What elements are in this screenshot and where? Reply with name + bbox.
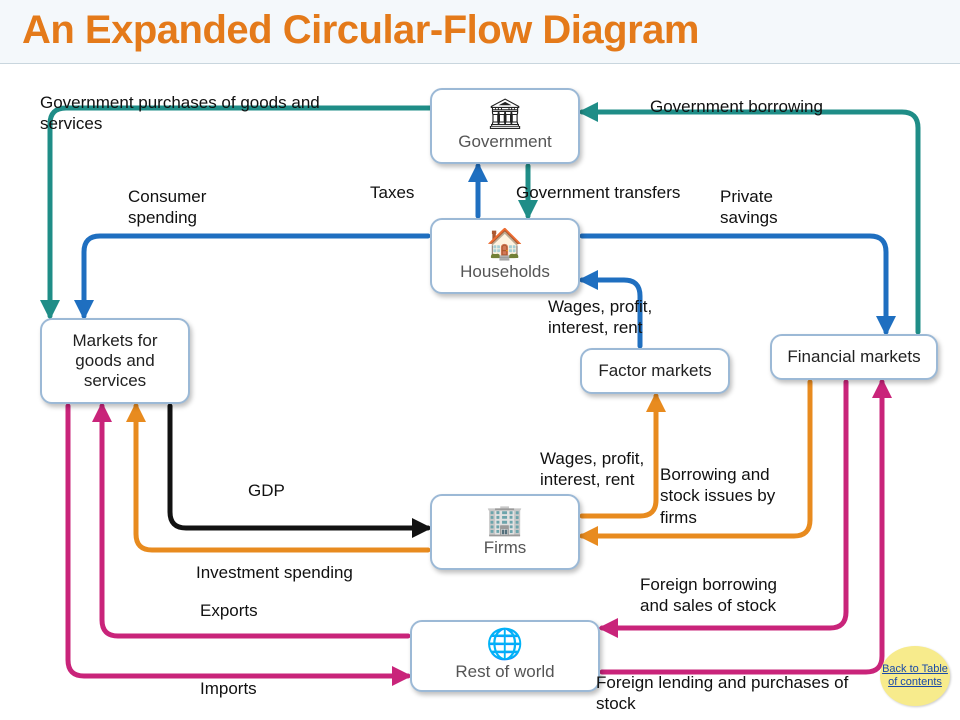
node-government: 🏛Government: [430, 88, 580, 164]
label-gdp: GDP: [248, 480, 285, 501]
label-consumer_spend: Consumer spending: [128, 186, 206, 229]
header-bar: An Expanded Circular-Flow Diagram: [0, 0, 960, 64]
households-label: Households: [460, 262, 550, 282]
factor_markets-label: Factor markets: [598, 361, 711, 381]
label-foreign_lending: Foreign lending and purchases of stock: [596, 672, 848, 715]
label-taxes: Taxes: [370, 182, 414, 203]
node-rest_of_world: 🌐Rest of world: [410, 620, 600, 692]
flow-gov_purchases: [50, 108, 432, 316]
node-factor_markets: Factor markets: [580, 348, 730, 394]
financial_markets-label: Financial markets: [787, 347, 920, 367]
node-households: 🏠Households: [430, 218, 580, 294]
label-gov_purchases: Government purchases of goods and servic…: [40, 92, 320, 135]
firms-icon: 🏢: [486, 506, 523, 536]
flow-imports: [68, 406, 408, 676]
flow-investment: [136, 406, 428, 550]
node-firms: 🏢Firms: [430, 494, 580, 570]
flow-gdp: [170, 406, 428, 528]
label-exports: Exports: [200, 600, 258, 621]
label-wages_to_hh: Wages, profit, interest, rent: [548, 296, 652, 339]
node-markets_goods: Markets for goods and services: [40, 318, 190, 404]
markets_goods-label: Markets for goods and services: [72, 331, 157, 391]
label-wages_from_firms: Wages, profit, interest, rent: [540, 448, 644, 491]
page-title: An Expanded Circular-Flow Diagram: [22, 8, 938, 53]
label-investment: Investment spending: [196, 562, 353, 583]
toc-link-label: Back to Table of contents: [880, 663, 950, 688]
households-icon: 🏠: [486, 230, 523, 260]
label-foreign_borrow: Foreign borrowing and sales of stock: [640, 574, 777, 617]
government-label: Government: [458, 132, 552, 152]
rest_of_world-label: Rest of world: [455, 662, 554, 682]
node-financial_markets: Financial markets: [770, 334, 938, 380]
label-gov_transfers: Government transfers: [516, 182, 680, 203]
label-gov_borrowing: Government borrowing: [650, 96, 823, 117]
flow-consumer_spend: [84, 236, 428, 316]
government-icon: 🏛: [486, 100, 524, 130]
firms-label: Firms: [484, 538, 526, 558]
label-imports: Imports: [200, 678, 257, 699]
rest_of_world-icon: 🌐: [486, 630, 523, 660]
label-private_savings: Private savings: [720, 186, 778, 229]
label-borrow_stock: Borrowing and stock issues by firms: [660, 464, 775, 528]
toc-link[interactable]: Back to Table of contents: [880, 646, 950, 706]
